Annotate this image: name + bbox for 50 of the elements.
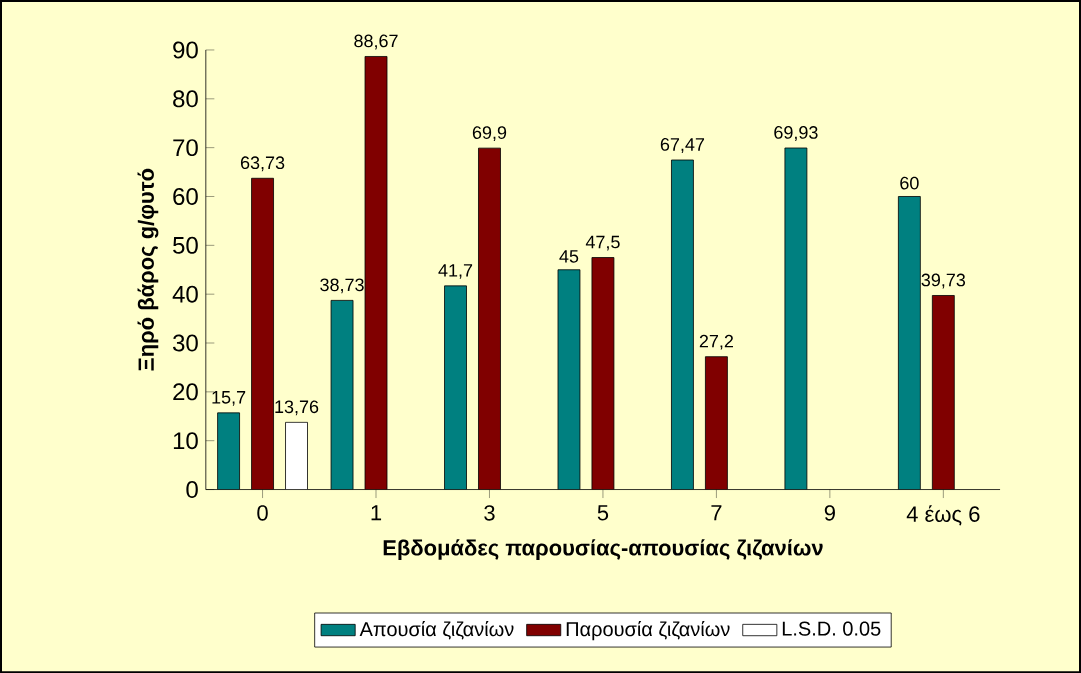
bar	[251, 178, 274, 490]
data-label: 38,73	[320, 278, 364, 294]
x-tick-label: 1	[371, 504, 382, 521]
bar	[557, 269, 580, 490]
bar	[591, 257, 614, 490]
x-tick-label: 4 έως 6	[906, 504, 980, 526]
y-tick-label: 80	[173, 90, 198, 108]
bar	[897, 195, 921, 490]
bar	[671, 159, 694, 490]
legend-label: Παρουσία ζιζανίων	[566, 620, 730, 641]
data-label: 15,7	[212, 390, 246, 406]
x-tick-label: 9	[824, 504, 835, 521]
y-tick-label: 60	[173, 187, 198, 205]
y-tick-label: 50	[173, 236, 198, 254]
bar	[478, 147, 501, 490]
y-tick-label: 0	[186, 480, 198, 498]
data-label: 67,47	[660, 137, 705, 153]
data-label: 69,93	[774, 125, 818, 141]
x-tick-label: 3	[484, 504, 495, 521]
y-tick-label: 30	[173, 334, 198, 352]
y-tick-label: 10	[173, 432, 198, 449]
bar	[331, 300, 354, 490]
x-axis-title: Εβδομάδες παρουσίας-απουσίας ζιζανίων	[383, 539, 823, 560]
data-label: 45	[559, 249, 579, 263]
data-label: 39,73	[921, 273, 966, 289]
x-tick-label: 7	[711, 504, 722, 521]
y-tick-label: 70	[173, 139, 198, 156]
data-label: 69,9	[472, 126, 507, 141]
bar	[784, 147, 807, 490]
bar	[365, 56, 388, 490]
data-label: 27,2	[699, 334, 733, 350]
x-tick-label: 5	[597, 504, 609, 521]
data-label: 47,5	[585, 235, 620, 251]
y-tick-label: 40	[172, 285, 198, 303]
data-label: 88,67	[354, 34, 398, 50]
bar	[705, 356, 728, 490]
data-label: 63,73	[240, 156, 285, 172]
legend-label: L.S.D. 0.05	[782, 621, 881, 636]
bar	[444, 285, 467, 490]
bar	[217, 412, 240, 490]
data-label: 41,7	[438, 263, 473, 279]
y-tick-label: 90	[173, 41, 198, 59]
bar	[285, 421, 308, 490]
data-label: 60	[900, 176, 919, 190]
y-axis-title: Ξηρό βάρος g/φυτό	[137, 168, 159, 371]
y-tick-label: 20	[173, 383, 198, 401]
data-label: 13,76	[275, 400, 319, 416]
x-tick-label: 0	[257, 504, 268, 521]
legend-label: Απουσία ζιζανίων	[359, 620, 514, 640]
bar	[931, 294, 955, 490]
